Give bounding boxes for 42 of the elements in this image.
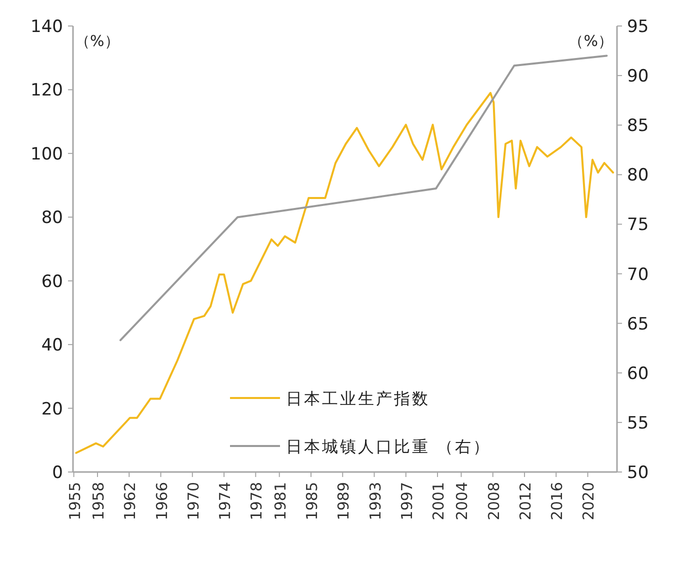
- y2-tick-label: 80: [627, 166, 649, 186]
- y-tick-label: 100: [30, 144, 63, 164]
- y-tick-label: 140: [30, 17, 63, 37]
- x-tick-label: 1993: [366, 482, 384, 520]
- y-tick-label: 80: [41, 208, 63, 228]
- x-tick-label: 1981: [271, 482, 290, 520]
- x-tick-label: 2020: [580, 482, 598, 520]
- x-tick-label: 1978: [248, 482, 266, 520]
- x-tick-label: 2008: [484, 482, 503, 520]
- y-tick-label: 20: [41, 399, 63, 420]
- x-tick-label: 1970: [184, 482, 202, 520]
- x-tick-label: 1985: [303, 482, 321, 520]
- x-tick-label: 2012: [516, 482, 534, 520]
- legend-label: 日本工业生产指数: [286, 389, 430, 408]
- x-tick-label: 2001: [430, 482, 448, 520]
- legend-label: 日本城镇人口比重 （右）: [286, 437, 492, 456]
- x-tick-label: 1958: [90, 482, 108, 520]
- y-tick-label: 120: [30, 80, 63, 101]
- y2-tick-label: 60: [627, 364, 649, 384]
- y-tick-label: 40: [41, 336, 63, 356]
- line-series: [75, 92, 614, 454]
- y2-tick-label: 90: [627, 66, 649, 87]
- line-series: [119, 54, 608, 342]
- y2-tick-label: 50: [627, 463, 649, 483]
- x-tick-label: 2004: [453, 482, 472, 520]
- x-tick-label: 1966: [152, 482, 171, 520]
- y2-tick-label: 95: [627, 17, 649, 37]
- y-axis-title: （%）: [75, 32, 120, 50]
- x-tick-label: 1974: [216, 482, 234, 520]
- y2-tick-label: 85: [627, 116, 649, 136]
- y2-tick-label: 65: [627, 314, 649, 334]
- x-tick-label: 1989: [334, 482, 353, 520]
- y2-tick-label: 70: [627, 264, 649, 285]
- x-tick-label: 2016: [548, 482, 566, 520]
- x-tick-label: 1997: [398, 482, 416, 520]
- x-tick-label: 1962: [121, 482, 140, 520]
- y-tick-label: 0: [52, 463, 63, 483]
- y-tick-label: 60: [41, 272, 63, 292]
- y2-tick-label: 75: [627, 215, 649, 236]
- y2-axis-title: （%）: [568, 32, 613, 50]
- y2-tick-label: 55: [627, 413, 649, 434]
- x-tick-label: 1955: [66, 482, 84, 520]
